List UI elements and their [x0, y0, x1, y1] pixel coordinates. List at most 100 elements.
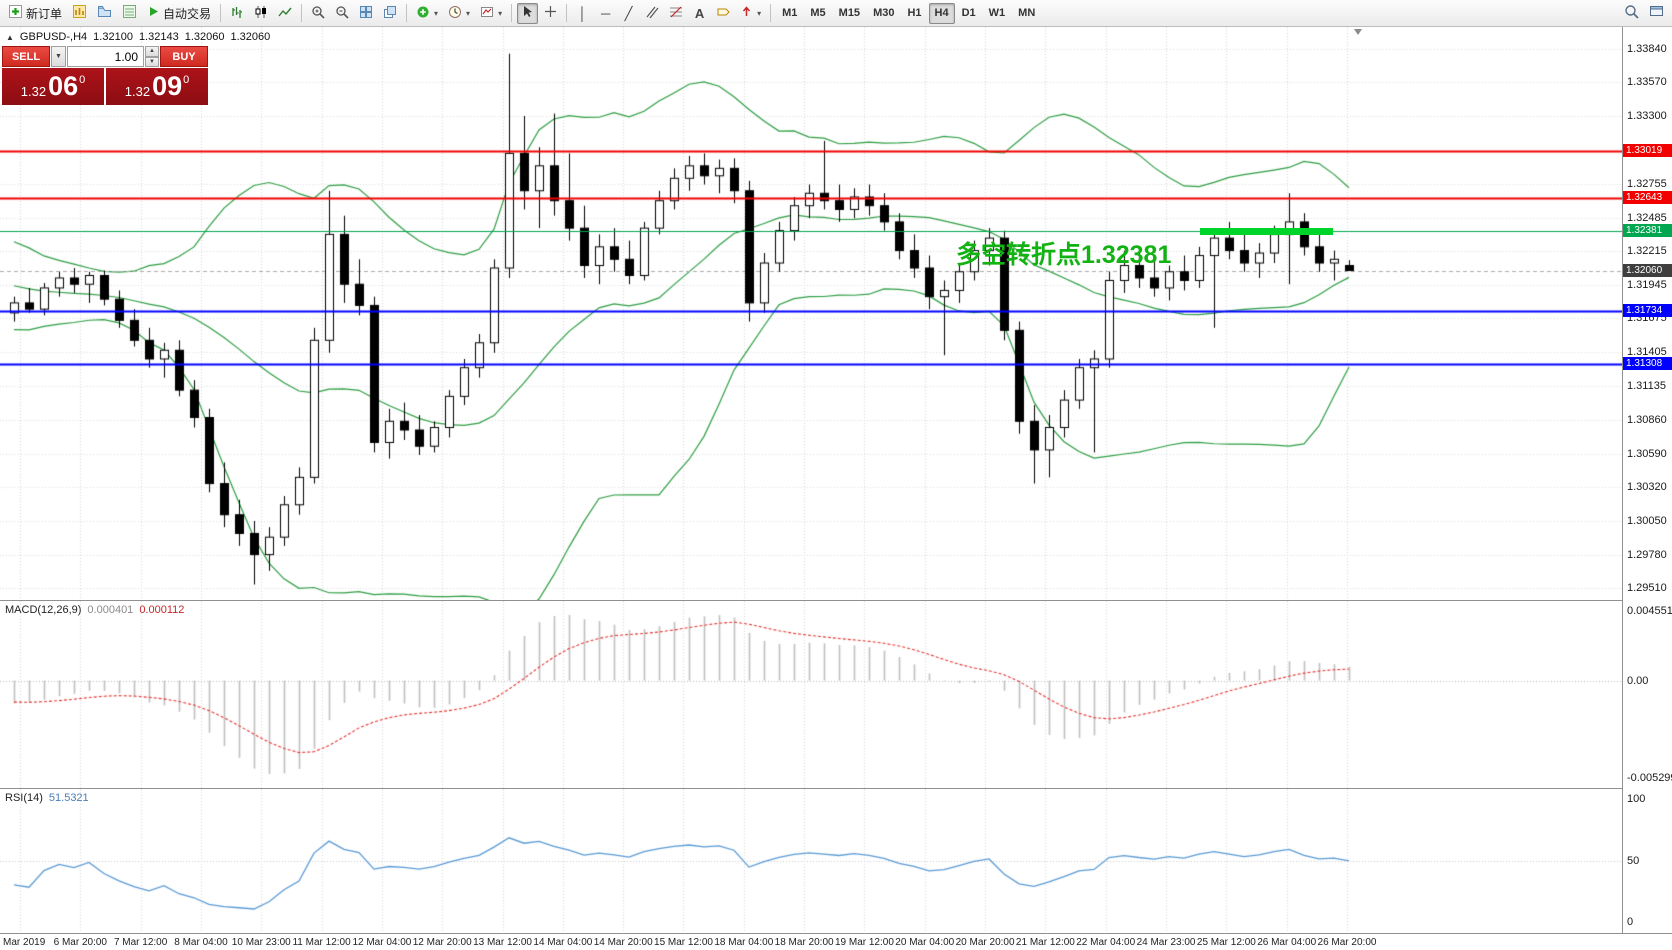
- indicators-button[interactable]: ▾: [412, 3, 442, 24]
- time-axis-label: 15 Mar 12:00: [654, 937, 713, 948]
- rsi-scale-100: 100: [1627, 793, 1646, 805]
- sell-price-sup: 0: [79, 73, 86, 86]
- zoom-in-button[interactable]: [307, 3, 329, 24]
- vertical-line-tool-button[interactable]: │: [572, 3, 593, 24]
- candlestick-chart-icon: [254, 5, 268, 22]
- indicators-icon: [416, 5, 430, 22]
- volume-dropdown-button[interactable]: ▼: [51, 46, 66, 67]
- tile-windows-button[interactable]: [355, 3, 377, 24]
- buy-price-panel[interactable]: 1.32 09 0: [106, 68, 208, 105]
- timeframe-button-d1[interactable]: D1: [961, 7, 976, 19]
- timeframe-button-m30[interactable]: M30: [873, 7, 895, 19]
- autotrading-button[interactable]: 自动交易: [143, 3, 215, 24]
- timeframe-button-m5[interactable]: M5: [810, 7, 826, 19]
- new-chart-button[interactable]: [68, 3, 91, 24]
- new-order-label: 新订单: [26, 6, 63, 21]
- zoom-out-button[interactable]: [331, 3, 353, 24]
- time-axis-label: 6 Mar 20:00: [53, 937, 107, 948]
- crosshair-button[interactable]: [540, 3, 561, 24]
- pane-separator[interactable]: [0, 788, 1672, 789]
- cursor-icon: [521, 5, 534, 21]
- pane-separator[interactable]: [0, 600, 1672, 601]
- cascade-windows-button[interactable]: [379, 3, 401, 24]
- rsi-indicator-label: RSI(14) 51.5321: [5, 792, 89, 804]
- horizontal-line-icon: ─: [600, 5, 611, 21]
- periods-button[interactable]: ▾: [444, 3, 474, 24]
- rsi-scale-50: 50: [1627, 855, 1640, 867]
- periods-clock-icon: [448, 5, 462, 22]
- timeframe-button-m1[interactable]: M1: [782, 7, 798, 19]
- volume-decrease-button[interactable]: ▼: [145, 56, 159, 67]
- volume-stepper: ▲ ▼: [145, 46, 159, 67]
- price-tick-label: 1.29510: [1627, 582, 1667, 595]
- symbol-marker-icon: ▲: [6, 32, 14, 42]
- time-axis-label: 14 Mar 20:00: [593, 937, 653, 948]
- rsi-value: 51.5321: [48, 792, 89, 804]
- ohlc-low: 1.32060: [184, 31, 225, 43]
- price-scale[interactable]: 1.33840 1.33570 1.33300 1.32755 1.32485 1.322…: [1623, 0, 1672, 950]
- price-tick-label: 1.30050: [1627, 514, 1667, 527]
- hline-price-badge: 1.31308: [1623, 357, 1672, 371]
- sell-price-panel[interactable]: 1.32 06 0: [2, 68, 104, 105]
- macd-value-signal: 0.000112: [139, 604, 185, 616]
- time-axis-label: 18 Mar 04:00: [714, 937, 774, 948]
- candlestick-chart-button[interactable]: [250, 3, 272, 24]
- timeframe-button-h1[interactable]: H1: [907, 7, 922, 19]
- pivot-annotation[interactable]: 多空转折点1.32381: [956, 240, 1172, 269]
- main-chart-canvas[interactable]: [0, 27, 1622, 600]
- one-click-trade-panel: SELL ▼ 1.00 ▲ ▼ BUY 1.32 06 0 1.32 09 0: [2, 46, 208, 105]
- fibonacci-icon: [669, 5, 683, 22]
- time-axis-label: 25 Mar 12:00: [1196, 937, 1256, 948]
- macd-scale-max: 0.004551: [1627, 605, 1672, 617]
- toolbar-separator: [770, 4, 772, 22]
- fibonacci-tool-button[interactable]: [665, 3, 687, 24]
- highlight-line-segment[interactable]: [1200, 227, 1333, 235]
- dropdown-arrow-icon: ▾: [757, 8, 762, 18]
- text-label-tool-button[interactable]: [712, 3, 734, 24]
- time-axis-label: 22 Mar 04:00: [1076, 937, 1136, 948]
- price-tick-label: 1.32215: [1627, 245, 1667, 258]
- time-axis-label: 13 Mar 12:00: [473, 937, 532, 948]
- search-button[interactable]: [1620, 3, 1643, 24]
- toolbar-separator: [511, 4, 513, 22]
- time-axis-label: 26 Mar 20:00: [1317, 937, 1377, 948]
- chart-shift-marker[interactable]: [1354, 29, 1362, 35]
- data-window-button[interactable]: [118, 3, 141, 24]
- rsi-pane-canvas[interactable]: [0, 789, 1622, 933]
- time-axis[interactable]: 5 Mar 2019 6 Mar 20:00 7 Mar 12:00 8 Mar 04…: [0, 933, 1672, 950]
- autotrading-label: 自动交易: [163, 6, 212, 21]
- fullscreen-button[interactable]: [1645, 3, 1668, 24]
- horizontal-line-tool-button[interactable]: ─: [595, 3, 616, 24]
- new-order-button[interactable]: 新订单: [4, 3, 66, 24]
- timeframe-button-mn[interactable]: MN: [1018, 7, 1036, 19]
- arrows-tool-button[interactable]: ▾: [736, 3, 765, 24]
- search-icon: [1624, 4, 1639, 22]
- trendline-tool-button[interactable]: ╱: [618, 3, 639, 24]
- dropdown-arrow-icon: ▾: [466, 8, 471, 18]
- timeframe-button-m15[interactable]: M15: [838, 7, 861, 19]
- macd-pane-canvas[interactable]: [0, 601, 1622, 788]
- timeframe-button-h4[interactable]: H4: [928, 2, 955, 24]
- price-scale-separator[interactable]: [1622, 27, 1623, 950]
- bar-chart-button[interactable]: [226, 3, 248, 24]
- sell-price-big: 06: [48, 71, 79, 101]
- timeframe-button-w1[interactable]: W1: [988, 7, 1006, 19]
- dropdown-arrow-icon: ▾: [434, 8, 439, 18]
- templates-button[interactable]: ▾: [476, 3, 506, 24]
- channel-icon: [645, 5, 659, 22]
- volume-increase-button[interactable]: ▲: [145, 46, 159, 57]
- cursor-button[interactable]: [517, 2, 539, 24]
- profiles-button[interactable]: [93, 3, 116, 24]
- price-tick-label: 1.30590: [1627, 447, 1667, 460]
- line-chart-button[interactable]: [274, 3, 296, 24]
- buy-button[interactable]: BUY: [160, 46, 208, 67]
- volume-input[interactable]: 1.00: [67, 46, 144, 67]
- time-axis-label: 10 Mar 23:00: [231, 937, 291, 948]
- hline-price-badge: 1.33019: [1623, 144, 1672, 157]
- sell-button[interactable]: SELL: [2, 46, 50, 67]
- time-axis-label: 12 Mar 04:00: [352, 937, 412, 948]
- data-window-icon: [122, 4, 137, 22]
- text-tool-button[interactable]: A: [689, 3, 710, 24]
- channel-tool-button[interactable]: [641, 3, 663, 24]
